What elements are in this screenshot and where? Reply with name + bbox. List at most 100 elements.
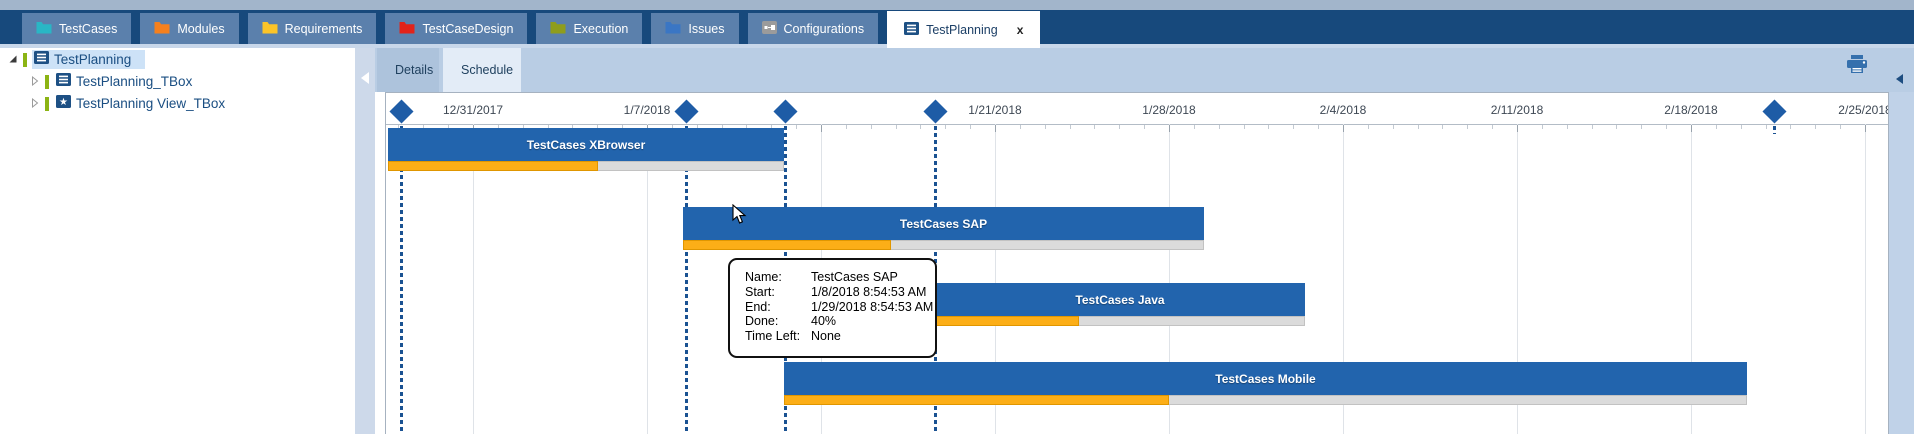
panel-tab-label: Schedule	[461, 63, 514, 77]
milestone-diamond-icon[interactable]	[674, 99, 699, 124]
task-progress-track	[935, 316, 1305, 326]
task-progress-track	[683, 240, 1204, 250]
timeline-date-label: 2/4/2018	[1319, 103, 1367, 117]
tab-requirements[interactable]: Requirements	[247, 13, 377, 44]
panel-tab-schedule[interactable]: Schedule	[443, 48, 521, 92]
tree-item-testplanning-tbox[interactable]: TestPlanning_TBox	[30, 72, 206, 91]
task-bar-testcases-java[interactable]: TestCases Java	[935, 283, 1305, 316]
day-tick	[995, 125, 996, 132]
tab-testcases[interactable]: TestCases	[22, 13, 132, 44]
config-icon	[761, 20, 777, 37]
folder-icon	[399, 21, 415, 37]
tab-label: Requirements	[284, 21, 363, 36]
day-tick	[1790, 125, 1791, 129]
day-tick	[548, 125, 549, 129]
task-progress-fill	[784, 395, 1170, 405]
tab-testplanning[interactable]: TestPlanning x	[887, 11, 1041, 48]
splitter-collapse-icon[interactable]	[361, 72, 369, 84]
doc-icon	[34, 51, 49, 67]
week-gridline	[1691, 124, 1692, 434]
status-bar-icon	[23, 52, 27, 67]
day-tick	[1666, 125, 1667, 129]
day-tick	[1119, 125, 1120, 129]
day-tick	[697, 125, 698, 129]
task-bar-label: TestCases Mobile	[1215, 371, 1316, 386]
tooltip-label: Time Left:	[745, 329, 801, 344]
day-tick	[1865, 125, 1866, 132]
day-tick	[1194, 125, 1195, 129]
week-gridline	[995, 124, 996, 434]
panel-tabstrip: Details Schedule	[375, 48, 1914, 92]
expand-arrow-icon[interactable]	[8, 52, 18, 67]
milestone-diamond-icon[interactable]	[773, 99, 798, 124]
milestone-dotted-line	[685, 126, 688, 434]
window-top-strip	[0, 0, 1914, 10]
tooltip-label: End:	[745, 299, 771, 314]
day-tick	[1169, 125, 1170, 132]
tab-testcasedesign[interactable]: TestCaseDesign	[385, 13, 528, 44]
tab-issues[interactable]: Issues	[651, 13, 739, 44]
project-tree-panel: TestPlanning TestPlanning_TBox ★ TestPlanni…	[0, 48, 355, 434]
tab-modules[interactable]: Modules	[140, 13, 239, 44]
day-tick	[1741, 125, 1742, 129]
day-tick	[1517, 125, 1518, 132]
day-tick	[572, 125, 573, 129]
panel-tab-details[interactable]: Details	[377, 48, 439, 92]
panel-splitter[interactable]	[355, 48, 375, 434]
milestone-diamond-icon[interactable]	[1762, 99, 1787, 124]
tab-label: TestCaseDesign	[422, 21, 514, 36]
tree-item-label: TestPlanning	[54, 51, 132, 67]
folder-icon	[262, 21, 278, 37]
day-tick	[1343, 125, 1344, 132]
day-tick	[597, 125, 598, 129]
milestone-diamond-icon[interactable]	[389, 99, 414, 124]
day-tick	[1094, 125, 1095, 129]
task-progress-track	[388, 161, 784, 171]
tab-label: TestPlanning	[926, 22, 998, 37]
task-bar-testcases-sap[interactable]: TestCases SAP	[683, 207, 1204, 240]
tree-item-label: TestPlanning_TBox	[76, 73, 193, 89]
day-tick	[1418, 125, 1419, 129]
collapse-arrow-icon[interactable]	[30, 96, 40, 111]
timeline-date-label: 2/25/2018	[1838, 103, 1889, 117]
day-tick	[970, 125, 971, 129]
panel-collapse-icon[interactable]	[1896, 74, 1903, 84]
milestone-diamond-icon[interactable]	[923, 99, 948, 124]
tooltip-value: 1/8/2018 8:54:53 AM	[811, 284, 927, 299]
close-tab-icon[interactable]: x	[1016, 22, 1024, 37]
week-gridline	[1865, 124, 1866, 434]
day-tick	[1368, 125, 1369, 129]
day-tick	[722, 125, 723, 129]
milestone-dotted-line	[1773, 126, 1776, 134]
day-tick	[1492, 125, 1493, 129]
tooltip-label: Done:	[745, 314, 779, 329]
task-bar-label: TestCases Java	[1075, 292, 1165, 307]
tab-configurations[interactable]: Configurations	[747, 13, 879, 44]
print-button[interactable]	[1843, 54, 1871, 80]
day-tick	[1691, 125, 1692, 132]
day-tick	[771, 125, 772, 129]
day-tick	[746, 125, 747, 129]
task-bar-testcases-xbrowser[interactable]: TestCases XBrowser	[388, 128, 784, 161]
timeline-date-label: 2/18/2018	[1664, 103, 1718, 117]
day-tick	[1567, 125, 1568, 129]
tooltip-value: TestCases SAP	[811, 270, 898, 284]
task-progress-track	[784, 395, 1747, 405]
day-tick	[846, 125, 847, 129]
timeline-date-label: 12/31/2017	[442, 103, 504, 117]
tree-item-testplanning-view-tbox[interactable]: ★ TestPlanning View_TBox	[30, 94, 239, 113]
tab-label: Issues	[688, 21, 725, 36]
day-tick	[1219, 125, 1220, 129]
collapse-arrow-icon[interactable]	[30, 74, 40, 89]
tooltip-label: Name:	[745, 270, 782, 284]
day-tick	[821, 125, 822, 132]
tree-item-label: TestPlanning View_TBox	[76, 95, 226, 111]
tab-label: Configurations	[783, 21, 865, 36]
week-gridline	[1517, 124, 1518, 434]
svg-text:★: ★	[59, 97, 68, 108]
task-bar-testcases-mobile[interactable]: TestCases Mobile	[784, 362, 1747, 395]
tab-execution[interactable]: Execution	[536, 13, 643, 44]
tree-item-testplanning[interactable]: TestPlanning	[8, 50, 146, 69]
timeline-date-label: 1/7/2018	[623, 103, 671, 117]
day-tick	[498, 125, 499, 129]
